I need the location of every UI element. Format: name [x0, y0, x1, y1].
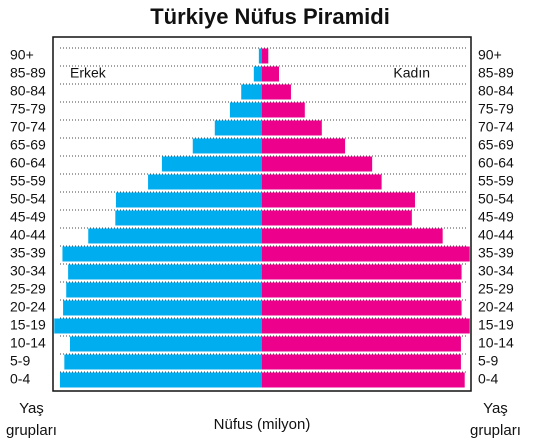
bar [262, 228, 443, 244]
bar [62, 246, 262, 262]
y-tick-label: 0-4 [478, 371, 498, 387]
bar [262, 246, 470, 262]
y-tick-label: 90+ [10, 47, 34, 63]
legend-label: Kadın [393, 65, 430, 81]
bar [66, 282, 262, 298]
chart-title: Türkiye Nüfus Piramidi [150, 4, 390, 29]
y-tick-label: 50-54 [10, 191, 46, 207]
y-axis-label-right: Yaş grupları [470, 400, 521, 439]
y-tick-label: 45-49 [478, 209, 514, 225]
bar [262, 282, 461, 298]
y-tick-label: 5-9 [478, 353, 498, 369]
y-tick-label: 30-34 [10, 263, 46, 279]
y-tick-label: 35-39 [478, 245, 514, 261]
bar [262, 192, 415, 208]
y-tick-label: 75-79 [10, 101, 46, 117]
y-tick-label: 85-89 [10, 65, 46, 81]
bar [229, 102, 262, 118]
bar [258, 48, 262, 64]
bar [262, 84, 291, 100]
bar [262, 120, 322, 136]
y-tick-label: 40-44 [10, 227, 46, 243]
bar [262, 210, 412, 226]
bar [262, 336, 461, 352]
y-tick-label: 80-84 [478, 83, 514, 99]
bar [115, 210, 262, 226]
y-tick-label: 15-19 [478, 317, 514, 333]
bar [262, 102, 305, 118]
y-tick-label: 10-14 [478, 335, 514, 351]
y-tick-label: 25-29 [10, 281, 46, 297]
bar [54, 318, 263, 334]
y-tick-label: 85-89 [478, 65, 514, 81]
y-tick-label: 80-84 [10, 83, 46, 99]
y-tick-label: 65-69 [478, 137, 514, 153]
bar [69, 336, 263, 352]
y-tick-label: 40-44 [478, 227, 514, 243]
bar [115, 192, 262, 208]
bar [253, 66, 262, 82]
y-tick-label: 10-14 [10, 335, 46, 351]
bar [262, 318, 470, 334]
frame [52, 36, 472, 392]
y-tick-label: 50-54 [478, 191, 514, 207]
bar [262, 156, 373, 172]
bar [64, 354, 262, 370]
bar [192, 138, 262, 154]
y-tick-label: 75-79 [478, 101, 514, 117]
bar [148, 174, 262, 190]
y-tick-label: 70-74 [10, 119, 46, 135]
y-tick-label: 70-74 [478, 119, 514, 135]
y-tick-label: 5-9 [10, 353, 30, 369]
bar [161, 156, 262, 172]
y-tick-label: 15-19 [10, 317, 46, 333]
bar [262, 66, 279, 82]
bar [59, 372, 262, 388]
y-tick-label: 60-64 [478, 155, 514, 171]
y-tick-label: 30-34 [478, 263, 514, 279]
bar [262, 300, 462, 316]
bar [241, 84, 262, 100]
bar [262, 354, 461, 370]
bar [214, 120, 262, 136]
y-tick-label: 60-64 [10, 155, 46, 171]
bar [262, 174, 382, 190]
x-axis-label: Nüfus (milyon) [214, 416, 311, 433]
y-tick-label: 55-59 [478, 173, 514, 189]
y-tick-label: 20-24 [478, 299, 514, 315]
y-tick-label: 90+ [478, 47, 502, 63]
y-tick-label: 35-39 [10, 245, 46, 261]
y-tick-label: 55-59 [10, 173, 46, 189]
y-tick-label: 45-49 [10, 209, 46, 225]
bar [262, 138, 346, 154]
bar [88, 228, 262, 244]
y-axis-label-left: Yaş grupları [6, 400, 57, 439]
bar [262, 48, 269, 64]
y-tick-label: 20-24 [10, 299, 46, 315]
legend-label: Erkek [70, 65, 107, 81]
y-tick-label: 0-4 [10, 371, 30, 387]
bar [262, 372, 465, 388]
y-tick-label: 25-29 [478, 281, 514, 297]
bar [63, 300, 262, 316]
bar [68, 264, 263, 280]
bar [262, 264, 462, 280]
y-tick-label: 65-69 [10, 137, 46, 153]
